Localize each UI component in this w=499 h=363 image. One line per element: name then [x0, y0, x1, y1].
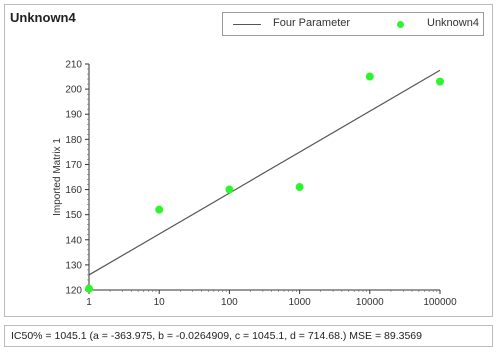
y-tick-label: 130 — [65, 260, 82, 271]
legend-point-swatch — [397, 21, 404, 28]
y-tick-label: 180 — [65, 135, 82, 146]
y-tick-label: 210 — [65, 60, 82, 71]
y-tick-label: 190 — [65, 110, 82, 121]
y-tick-label: 120 — [65, 286, 82, 297]
data-point-unknown4 — [436, 77, 444, 86]
y-axis-title: Imported Matrix 1 — [52, 138, 63, 216]
legend-label-unknown4: Unknown4 — [427, 17, 479, 29]
x-tick-label: 100 — [221, 297, 238, 308]
y-tick-label: 160 — [65, 185, 82, 196]
data-point-unknown4 — [295, 183, 304, 192]
y-tick-label: 140 — [65, 235, 82, 246]
x-tick-label: 100000 — [423, 297, 457, 308]
data-point-unknown4 — [85, 284, 93, 293]
x-tick-label: 10 — [154, 297, 166, 308]
x-tick-label: 1 — [86, 297, 92, 308]
chart-title: Unknown4 — [10, 10, 76, 25]
legend-line-swatch — [233, 24, 261, 25]
data-point-unknown4 — [365, 72, 374, 81]
y-tick-label: 170 — [65, 160, 82, 171]
plot-area: 120 130 140 150 160 170 180 190 200 210 1 10 100 1000… — [52, 60, 457, 309]
data-point-unknown4 — [155, 205, 164, 214]
x-tick-label: 10000 — [356, 297, 384, 308]
legend-label-four-parameter: Four Parameter — [273, 17, 351, 29]
ic50-summary: IC50% = 1045.1 (a = -363.975, b = -0.026… — [4, 325, 493, 347]
x-tick-label: 1000 — [288, 297, 311, 308]
data-point-unknown4 — [225, 185, 234, 194]
legend: Four Parameter Unknown4 — [222, 12, 484, 36]
fit-curve-four-parameter — [88, 69, 441, 276]
y-tick-label: 150 — [65, 210, 82, 221]
y-tick-label: 200 — [65, 85, 82, 96]
